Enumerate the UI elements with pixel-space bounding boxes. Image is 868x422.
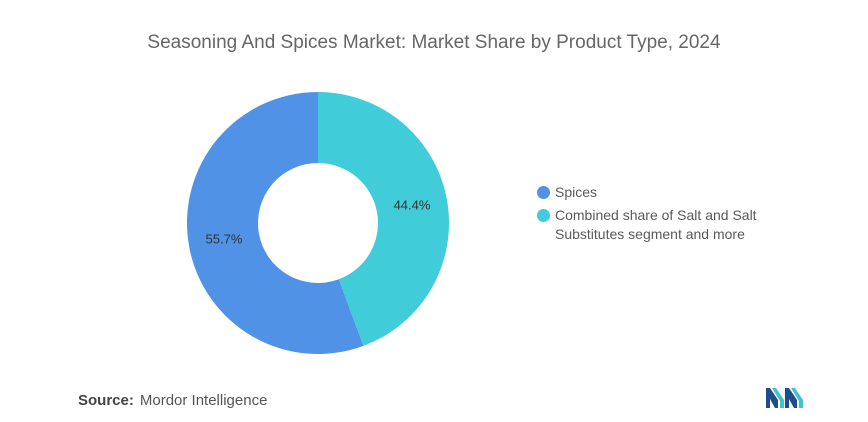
donut-slice-0 xyxy=(187,92,364,354)
mordor-intelligence-logo-icon xyxy=(766,388,803,408)
source-text: Mordor Intelligence xyxy=(139,392,268,409)
donut-slice-1 xyxy=(318,92,450,346)
chart-legend: Spices Combined share of Salt and Salt S… xyxy=(537,183,767,248)
legend-swatch-spices xyxy=(537,186,550,199)
legend-swatch-salt xyxy=(537,209,550,222)
data-label-0: 55.7% xyxy=(206,231,243,246)
legend-label-spices: Spices xyxy=(555,184,598,200)
chart-title: Seasoning And Spices Market: Market Shar… xyxy=(147,32,721,53)
legend-label-salt: Combined share of Salt and Salt Substitu… xyxy=(555,207,757,242)
source-note: Source: Mordor Intelligence xyxy=(78,392,267,409)
data-label-1: 44.4% xyxy=(394,198,431,213)
chart-data-labels: 55.7% 44.4% xyxy=(206,198,431,247)
legend-item-salt: Combined share of Salt and Salt Substitu… xyxy=(537,206,767,244)
source-label: Source: xyxy=(78,392,134,409)
chart-slices xyxy=(187,92,450,354)
legend-item-spices: Spices xyxy=(537,183,767,202)
